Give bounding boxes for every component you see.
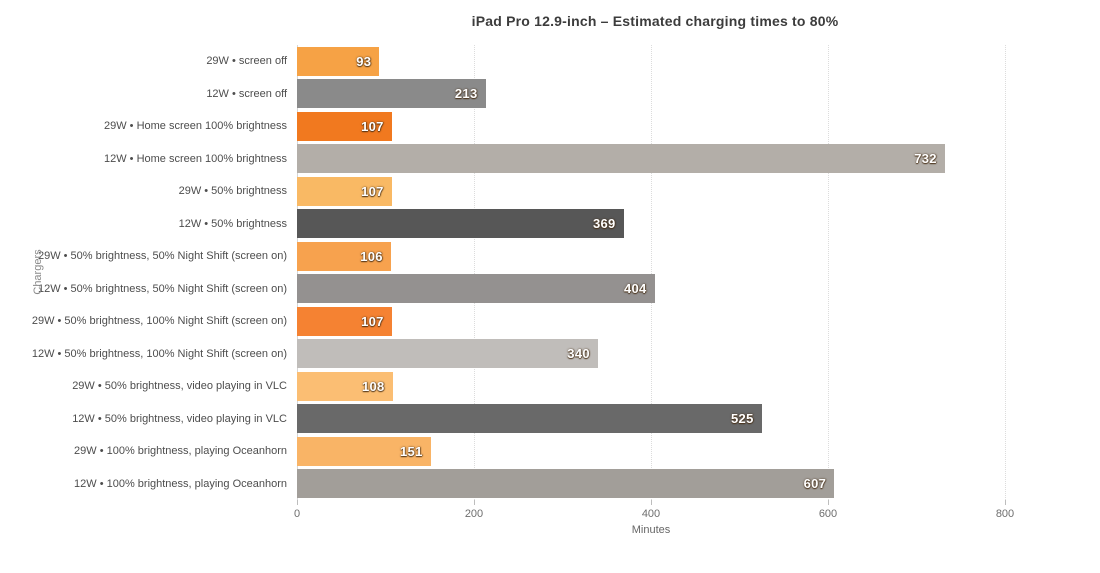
plot-area: 93 213 107 732 107 369 106 404 107 340 108 525 151 60… — [297, 45, 1013, 500]
bar-value-label-7: 404 — [623, 281, 647, 297]
x-axis-label: Minutes — [631, 524, 671, 536]
bar-value-label-8: 107 — [361, 313, 384, 329]
gridline-x-800 — [1005, 45, 1006, 500]
chart-title: iPad Pro 12.9-inch – Estimated charging … — [471, 13, 839, 29]
bar-8: 107 — [297, 306, 392, 336]
bar-5: 369 — [297, 209, 624, 239]
bar-11: 525 — [297, 404, 762, 434]
x-tick-label-200: 200 — [464, 508, 484, 520]
bar-3: 732 — [297, 144, 945, 174]
x-tick-800 — [1005, 500, 1006, 505]
category-label-0: 29W • screen off — [206, 55, 287, 68]
bar-value-label-1: 213 — [454, 86, 478, 102]
category-label-4: 29W • 50% brightness — [178, 185, 287, 198]
bar-value-label-9: 340 — [567, 346, 590, 362]
category-label-9: 12W • 50% brightness, 100% Night Shift (… — [31, 347, 287, 360]
bar-4: 107 — [297, 176, 392, 206]
bar-value-label-2: 107 — [361, 118, 384, 134]
bar-10: 108 — [297, 371, 393, 401]
x-tick-label-0: 0 — [293, 508, 301, 520]
bar-1: 213 — [297, 79, 486, 109]
x-tick-0 — [297, 500, 298, 505]
category-label-6: 29W • 50% brightness, 50% Night Shift (s… — [37, 250, 287, 263]
bar-value-label-3: 732 — [914, 151, 937, 167]
category-label-10: 29W • 50% brightness, video playing in V… — [72, 380, 287, 393]
bar-value-label-5: 369 — [592, 216, 616, 232]
category-label-2: 29W • Home screen 100% brightness — [104, 120, 287, 133]
bar-value-label-12: 151 — [400, 443, 423, 459]
category-label-1: 12W • screen off — [206, 87, 287, 100]
bar-0: 93 — [297, 46, 380, 76]
category-label-7: 12W • 50% brightness, 50% Night Shift (s… — [37, 282, 287, 295]
gridline-x-0 — [297, 45, 298, 500]
bar-2: 107 — [297, 111, 392, 141]
bar-value-label-6: 106 — [360, 248, 383, 264]
x-tick-label-400: 400 — [641, 508, 661, 520]
bar-13: 607 — [297, 469, 835, 499]
y-axis-label: Chargers — [32, 249, 44, 295]
bar-9: 340 — [297, 339, 598, 369]
bar-value-label-0: 93 — [356, 53, 372, 69]
category-label-3: 12W • Home screen 100% brightness — [104, 152, 287, 165]
bar-value-label-13: 607 — [803, 476, 827, 492]
category-label-8: 29W • 50% brightness, 100% Night Shift (… — [31, 315, 287, 328]
x-tick-600 — [828, 500, 829, 505]
x-tick-200 — [474, 500, 475, 505]
gridline-x-600 — [828, 45, 829, 500]
category-label-13: 12W • 100% brightness, playing Oceanhorn — [74, 477, 287, 490]
bar-12: 151 — [297, 436, 431, 466]
bar-value-label-4: 107 — [361, 183, 384, 199]
x-tick-label-800: 800 — [995, 508, 1015, 520]
bar-7: 404 — [297, 274, 655, 304]
category-label-5: 12W • 50% brightness — [178, 217, 287, 230]
bar-6: 106 — [297, 241, 391, 271]
x-tick-400 — [651, 500, 652, 505]
bar-value-label-10: 108 — [361, 378, 385, 394]
category-label-12: 29W • 100% brightness, playing Oceanhorn — [74, 445, 287, 458]
x-tick-label-600: 600 — [818, 508, 838, 520]
gridline-x-200 — [474, 45, 475, 500]
gridline-x-400 — [651, 45, 652, 500]
bar-value-label-11: 525 — [731, 411, 754, 427]
category-label-11: 12W • 50% brightness, video playing in V… — [72, 412, 287, 425]
